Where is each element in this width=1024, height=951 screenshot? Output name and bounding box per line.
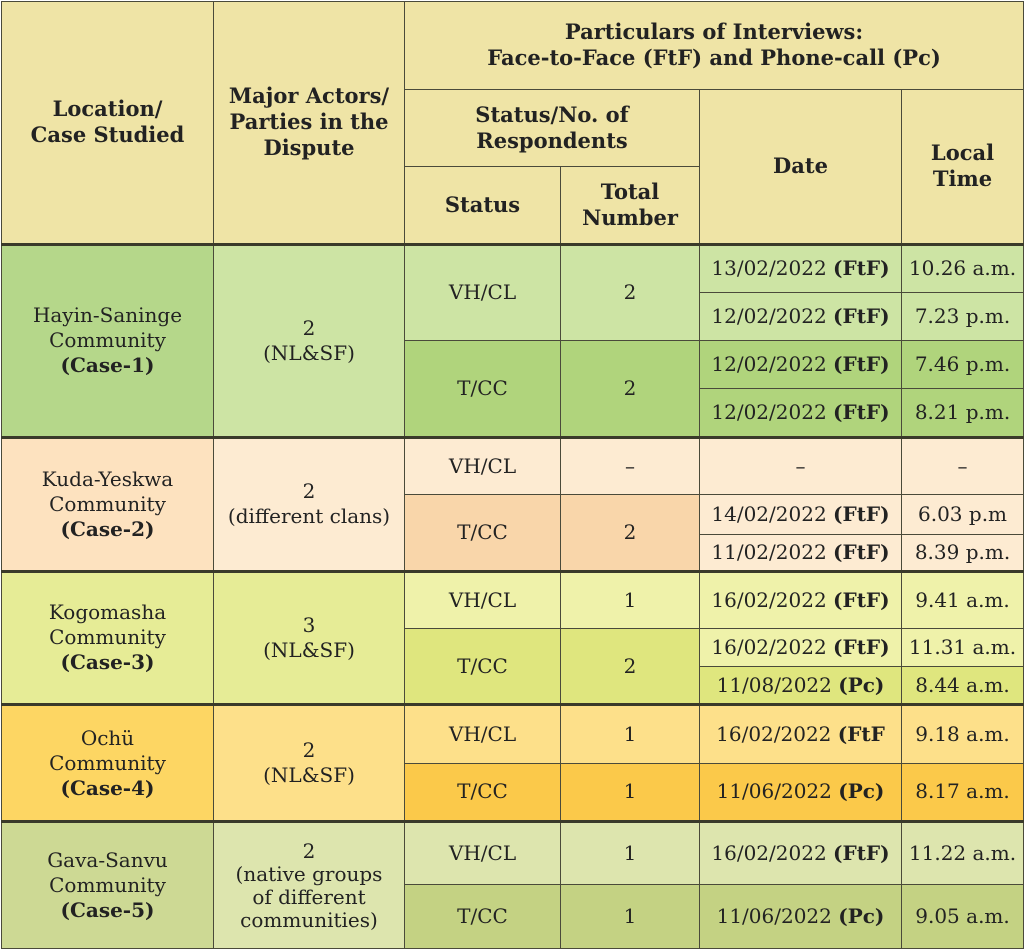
date-cell: –: [699, 435, 902, 496]
time-cell: 6.03 p.m: [900, 494, 1024, 536]
total-cell: 1: [560, 703, 700, 764]
total-cell: 1: [560, 820, 700, 886]
date-cell: 11/08/2022 (Pc): [699, 666, 902, 706]
time-cell: 7.46 p.m.: [900, 340, 1024, 390]
status-cell: VH/CL: [404, 703, 561, 764]
time-cell: 11.22 a.m.: [900, 820, 1024, 886]
header-status: Status: [404, 166, 561, 246]
status-cell: VH/CL: [404, 569, 561, 629]
header-particulars: Particulars of Interviews: Face-to-Face (…: [403, 1, 1024, 90]
status-cell: VH/CL: [404, 820, 561, 886]
case-actors: 2 (native groups of different communities): [213, 820, 405, 949]
header-actors: Major Actors/Parties in the Dispute: [213, 1, 405, 245]
header-location: Location/Case Studied: [1, 1, 214, 245]
status-cell: T/CC: [404, 884, 561, 949]
total-cell: 1: [560, 569, 700, 629]
case-location: Gava-Sanvu Community (Case-5): [1, 820, 214, 949]
date-cell: 12/02/2022 (FtF): [699, 340, 902, 390]
total-cell: 2: [560, 340, 700, 438]
case-location: Ochü Community (Case-4): [1, 703, 214, 823]
date-cell: 11/02/2022 (FtF): [699, 534, 902, 572]
time-cell: 7.23 p.m.: [900, 291, 1024, 342]
total-cell: –: [560, 435, 700, 496]
total-cell: 2: [560, 627, 700, 706]
total-cell: 1: [560, 884, 700, 949]
time-cell: –: [900, 435, 1024, 496]
status-cell: T/CC: [404, 762, 561, 823]
time-cell: 8.17 a.m.: [900, 762, 1024, 823]
total-cell: 2: [560, 242, 700, 342]
case-location: Hayin-Saninge Community (Case-1): [1, 242, 214, 438]
date-cell: 14/02/2022 (FtF): [699, 494, 902, 536]
date-cell: 16/02/2022 (FtF: [699, 703, 902, 764]
status-cell: T/CC: [404, 340, 561, 438]
case-actors: 2 (different clans): [213, 435, 405, 572]
time-cell: 8.44 a.m.: [900, 666, 1024, 706]
date-cell: 11/06/2022 (Pc): [699, 762, 902, 823]
header-total: Total Number: [560, 166, 700, 246]
date-cell: 12/02/2022 (FtF): [699, 291, 902, 342]
date-cell: 12/02/2022 (FtF): [699, 388, 902, 438]
time-cell: 8.39 p.m.: [900, 534, 1024, 572]
case-location: Kogomasha Community (Case-3): [1, 569, 214, 706]
total-cell: 1: [560, 762, 700, 823]
time-cell: 11.31 a.m.: [900, 627, 1024, 668]
status-cell: T/CC: [404, 627, 561, 706]
time-cell: 9.18 a.m.: [900, 703, 1024, 764]
time-cell: 8.21 p.m.: [900, 388, 1024, 438]
case-location: Kuda-Yeskwa Community (Case-2): [1, 435, 214, 572]
date-cell: 16/02/2022 (FtF): [699, 569, 902, 629]
case-actors: 3 (NL&SF): [213, 569, 405, 706]
time-cell: 10.26 a.m.: [900, 242, 1024, 293]
total-cell: 2: [560, 494, 700, 572]
time-cell: 9.05 a.m.: [900, 884, 1024, 949]
header-status-no: Status/No. of Respondents: [404, 88, 700, 168]
status-cell: T/CC: [404, 494, 561, 572]
header-date: Date: [699, 88, 902, 245]
header-local-time: Local Time: [900, 88, 1024, 245]
case-actors: 2 (NL&SF): [213, 242, 405, 438]
status-cell: VH/CL: [404, 242, 561, 342]
case-actors: 2 (NL&SF): [213, 703, 405, 823]
status-cell: VH/CL: [404, 435, 561, 496]
time-cell: 9.41 a.m.: [900, 569, 1024, 629]
date-cell: 16/02/2022 (FtF): [699, 627, 902, 668]
date-cell: 16/02/2022 (FtF): [699, 820, 902, 886]
date-cell: 11/06/2022 (Pc): [699, 884, 902, 949]
date-cell: 13/02/2022 (FtF): [699, 242, 902, 293]
